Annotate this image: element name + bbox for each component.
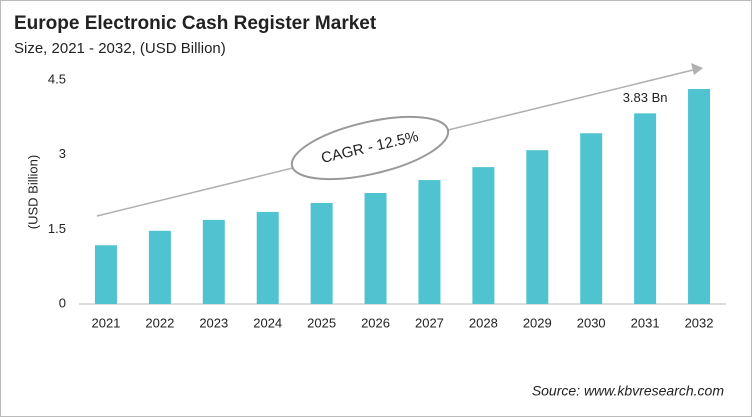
x-tick-label: 2025 xyxy=(307,315,336,330)
chart-subtitle: Size, 2021 - 2032, (USD Billion) xyxy=(14,40,226,57)
bar xyxy=(688,88,711,305)
x-tick-label: 2028 xyxy=(469,315,498,330)
bar xyxy=(634,113,657,305)
bar xyxy=(148,230,171,304)
bar xyxy=(472,167,495,304)
cagr-ellipse xyxy=(290,115,450,181)
data-label: 3.83 Bn xyxy=(623,90,668,105)
bar xyxy=(418,180,441,304)
x-tick-label: 2022 xyxy=(145,315,174,330)
bar xyxy=(94,245,117,304)
x-tick-label: 2029 xyxy=(523,315,552,330)
x-tick-label: 2026 xyxy=(361,315,390,330)
x-tick-label: 2024 xyxy=(253,315,282,330)
bar xyxy=(256,211,279,304)
source: Source: www.kbvresearch.com xyxy=(532,383,725,399)
y-tick-label: 3 xyxy=(59,146,66,161)
chart-title: Europe Electronic Cash Register Market xyxy=(14,13,377,34)
bar xyxy=(202,219,225,304)
x-tick-label: 2021 xyxy=(91,315,120,330)
y-tick-label: 4.5 xyxy=(48,71,66,86)
bar xyxy=(526,150,549,304)
bar xyxy=(364,192,387,304)
y-axis-label: (USD Billion) xyxy=(25,155,40,229)
x-tick-label: 2031 xyxy=(631,315,660,330)
arrow-head xyxy=(691,63,703,75)
x-tick-label: 2027 xyxy=(415,315,444,330)
y-tick-label: 0 xyxy=(59,295,66,310)
x-tick-label: 2030 xyxy=(577,315,606,330)
x-tick-label: 2023 xyxy=(199,315,228,330)
bar xyxy=(580,133,603,304)
bar xyxy=(310,202,333,304)
x-tick-label: 2032 xyxy=(685,315,714,330)
y-tick-label: 1.5 xyxy=(48,221,66,236)
